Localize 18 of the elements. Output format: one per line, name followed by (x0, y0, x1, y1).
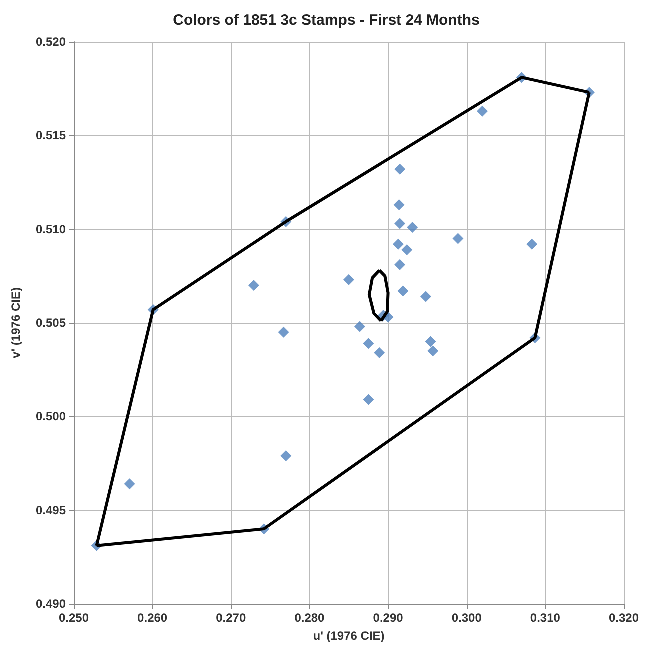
y-tick-label: 0.515 (36, 128, 66, 143)
y-tick-label: 0.495 (36, 503, 66, 518)
x-tick-label: 0.280 (294, 611, 326, 625)
y-tick-label: 0.520 (36, 35, 66, 49)
chart-title: Colors of 1851 3c Stamps - First 24 Months (173, 12, 480, 29)
x-tick-label: 0.290 (373, 611, 404, 625)
y-axis-title: v' (1976 CIE) (9, 288, 23, 358)
x-tick-label: 0.270 (216, 611, 246, 625)
x-axis-title: u' (1976 CIE) (313, 629, 385, 643)
x-tick-label: 0.300 (452, 611, 482, 625)
y-tick-label: 0.490 (36, 597, 66, 611)
y-tick-label: 0.500 (36, 410, 66, 424)
x-tick-label: 0.320 (608, 611, 640, 625)
x-tick-label: 0.250 (58, 611, 90, 625)
y-tick-label: 0.510 (36, 222, 66, 236)
x-tick-label: 0.310 (530, 611, 561, 625)
x-tick-label: 0.260 (138, 611, 168, 625)
y-tick-label: 0.505 (36, 316, 66, 330)
